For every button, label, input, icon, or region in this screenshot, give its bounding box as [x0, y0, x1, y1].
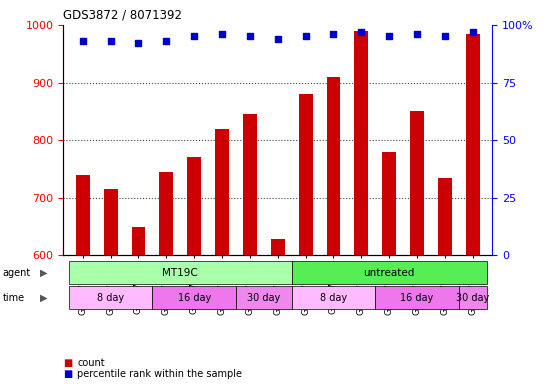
Point	[162, 38, 170, 44]
Bar	[243, 114, 257, 255]
Bar	[292, 286, 375, 309]
Bar	[131, 227, 145, 255]
Text: GDS3872 / 8071392: GDS3872 / 8071392	[63, 8, 182, 21]
Text: percentile rank within the sample: percentile rank within the sample	[77, 369, 242, 379]
Text: 16 day: 16 day	[178, 293, 211, 303]
Bar	[438, 177, 452, 255]
Bar	[160, 172, 173, 255]
Bar	[375, 286, 459, 309]
Text: ▶: ▶	[40, 268, 47, 278]
Bar	[69, 286, 152, 309]
Bar	[152, 286, 236, 309]
Bar	[215, 129, 229, 255]
Bar	[103, 189, 118, 255]
Point	[218, 31, 227, 37]
Bar	[459, 286, 487, 309]
Text: ■: ■	[63, 369, 73, 379]
Bar	[76, 175, 90, 255]
Bar	[382, 152, 396, 255]
Text: 8 day: 8 day	[320, 293, 347, 303]
Point	[134, 40, 143, 46]
Text: count: count	[77, 358, 104, 368]
Text: ■: ■	[63, 358, 73, 368]
Point	[329, 31, 338, 37]
Point	[245, 33, 254, 40]
Bar	[271, 239, 285, 255]
Text: 16 day: 16 day	[400, 293, 433, 303]
Point	[441, 33, 449, 40]
Point	[106, 38, 115, 44]
Point	[301, 33, 310, 40]
Point	[78, 38, 87, 44]
Point	[469, 29, 477, 35]
Bar	[236, 286, 292, 309]
Text: MT19C: MT19C	[162, 268, 198, 278]
Text: 30 day: 30 day	[247, 293, 280, 303]
Text: untreated: untreated	[364, 268, 415, 278]
Bar	[69, 261, 292, 284]
Point	[357, 29, 366, 35]
Bar	[354, 31, 368, 255]
Point	[273, 36, 282, 42]
Text: agent: agent	[3, 268, 31, 278]
Point	[385, 33, 394, 40]
Text: 30 day: 30 day	[456, 293, 490, 303]
Bar	[327, 77, 340, 255]
Bar	[466, 33, 480, 255]
Point	[190, 33, 199, 40]
Text: 8 day: 8 day	[97, 293, 124, 303]
Bar	[299, 94, 312, 255]
Bar	[187, 157, 201, 255]
Bar	[292, 261, 487, 284]
Text: ▶: ▶	[40, 293, 47, 303]
Text: time: time	[3, 293, 25, 303]
Bar	[410, 111, 424, 255]
Point	[412, 31, 421, 37]
